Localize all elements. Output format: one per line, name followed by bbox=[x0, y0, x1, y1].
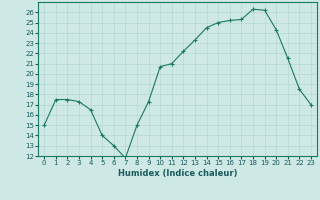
X-axis label: Humidex (Indice chaleur): Humidex (Indice chaleur) bbox=[118, 169, 237, 178]
